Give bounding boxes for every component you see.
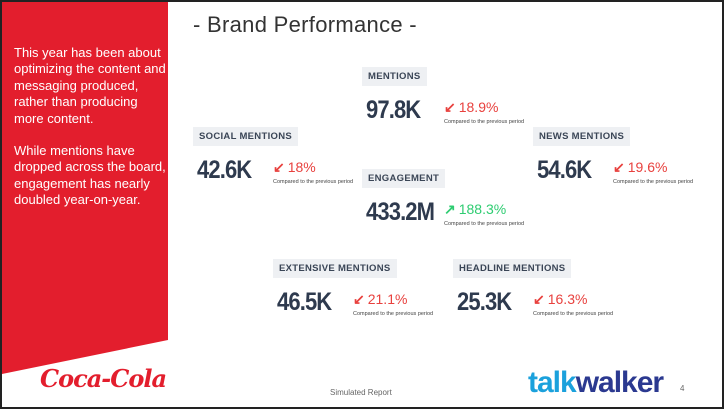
metric-change: ↙ 16.3% xyxy=(533,291,587,308)
metric-value: 54.6K xyxy=(537,156,592,184)
metric-card-headline-mentions: HEADLINE MENTIONS 25.3K ↙ 16.3% Compared … xyxy=(453,258,613,317)
arrow-down-left-icon: ↙ xyxy=(613,159,625,175)
change-value: 16.3% xyxy=(547,291,588,307)
page-number: 4 xyxy=(680,384,685,393)
metric-change: ↗ 188.3% xyxy=(444,201,506,218)
arrow-down-left-icon: ↙ xyxy=(273,159,285,175)
metric-caption: Compared to the previous period xyxy=(353,311,434,317)
metric-value: 25.3K xyxy=(457,288,512,316)
metric-change: ↙ 18% xyxy=(273,159,316,176)
change-value: 21.1% xyxy=(367,291,408,307)
metric-caption: Compared to the previous period xyxy=(273,179,354,185)
metric-label: MENTIONS xyxy=(362,67,427,86)
metric-change: ↙ 21.1% xyxy=(353,291,407,308)
arrow-down-left-icon: ↙ xyxy=(444,99,456,115)
logo-part: talk xyxy=(528,366,577,399)
summary-paragraph-1: This year has been about optimizing the … xyxy=(14,45,166,126)
metric-card-social-mentions: SOCIAL MENTIONS 42.6K ↙ 18% Compared to t… xyxy=(193,126,353,185)
change-value: 19.6% xyxy=(627,159,668,175)
change-value: 18.9% xyxy=(458,99,499,115)
metric-caption: Compared to the previous period xyxy=(444,221,525,227)
metric-value: 97.8K xyxy=(366,96,421,124)
logo-part: walker xyxy=(575,366,664,399)
page-title: - Brand Performance - xyxy=(193,12,417,37)
summary-paragraph-2: While mentions have dropped across the b… xyxy=(14,143,166,208)
metric-change: ↙ 19.6% xyxy=(613,159,667,176)
metric-label: ENGAGEMENT xyxy=(362,169,446,188)
change-value: 18% xyxy=(287,159,316,175)
footer-text: Simulated Report xyxy=(330,388,392,397)
metric-caption: Compared to the previous period xyxy=(444,119,525,125)
metric-value: 433.2M xyxy=(366,198,435,226)
talkwalker-logo: talkwalker xyxy=(528,366,664,400)
metric-caption: Compared to the previous period xyxy=(613,179,694,185)
metric-change: ↙ 18.9% xyxy=(444,99,498,116)
metric-value: 46.5K xyxy=(277,288,332,316)
metric-card-engagement: ENGAGEMENT 433.2M ↗ 188.3% Compared to th… xyxy=(362,168,524,227)
arrow-up-right-icon: ↗ xyxy=(444,201,456,217)
coca-cola-logo: Coca-Cola xyxy=(40,364,167,393)
metric-label: SOCIAL MENTIONS xyxy=(193,127,298,146)
metric-caption: Compared to the previous period xyxy=(533,311,614,317)
change-value: 188.3% xyxy=(458,201,507,217)
arrow-down-left-icon: ↙ xyxy=(353,291,365,307)
arrow-down-left-icon: ↙ xyxy=(533,291,545,307)
metric-label: EXTENSIVE MENTIONS xyxy=(273,259,397,278)
metric-label: HEADLINE MENTIONS xyxy=(453,259,572,278)
metric-card-extensive-mentions: EXTENSIVE MENTIONS 46.5K ↙ 21.1% Compared… xyxy=(273,258,433,317)
metric-card-news-mentions: NEWS MENTIONS 54.6K ↙ 19.6% Compared to t… xyxy=(533,126,693,185)
metric-label: NEWS MENTIONS xyxy=(533,127,631,146)
metric-card-mentions: MENTIONS 97.8K ↙ 18.9% Compared to the pr… xyxy=(362,66,524,125)
metric-value: 42.6K xyxy=(197,156,252,184)
summary-panel: This year has been about optimizing the … xyxy=(2,2,168,374)
